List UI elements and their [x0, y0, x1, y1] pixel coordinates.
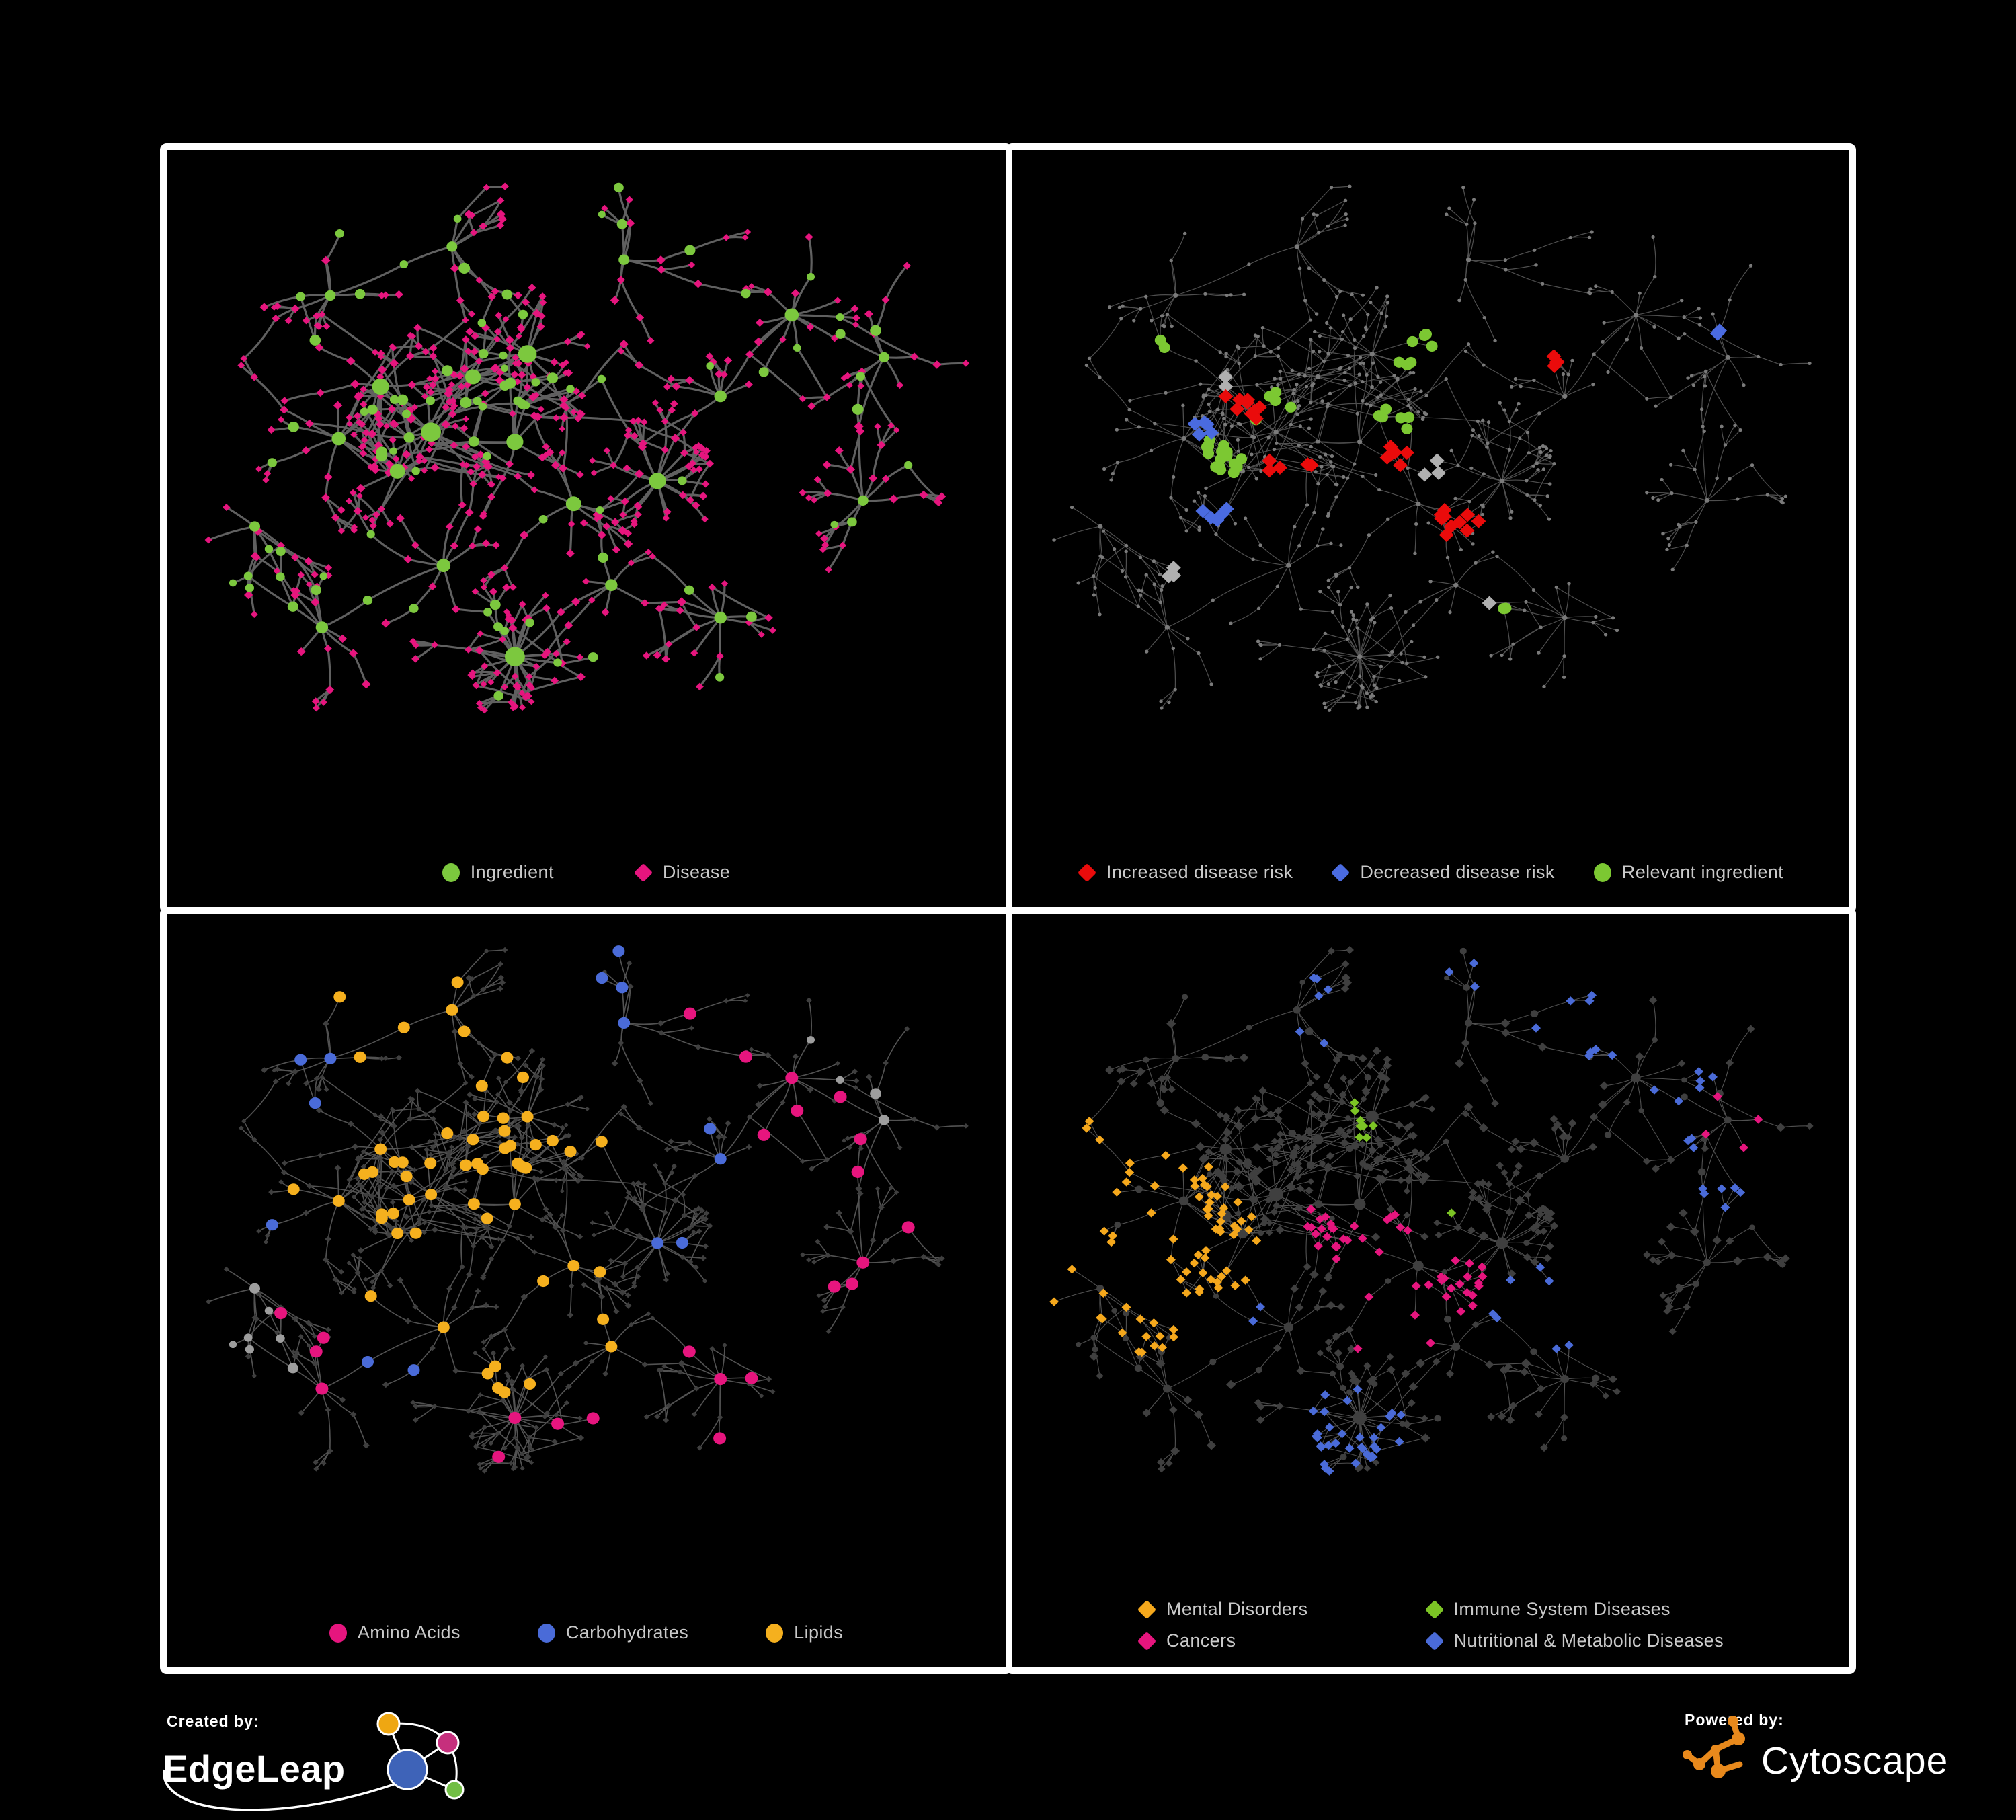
edges-layer	[1053, 186, 1810, 711]
cancers-diamond-marker-icon	[1137, 1631, 1157, 1651]
edgeleap-orange-node-icon	[376, 1712, 401, 1736]
legend-label-increased-risk: Increased disease risk	[1106, 862, 1293, 882]
disease-diamond-marker-icon	[633, 863, 653, 882]
legend-item-decreased-risk: Decreased disease risk	[1331, 862, 1555, 883]
panel-disease-risk: Increased disease risk Decreased disease …	[1006, 143, 1856, 914]
network-graph-ingredient-classes	[206, 945, 969, 1474]
highlight-nodes-layer	[266, 945, 915, 1463]
amino-acids-circle-marker-icon	[329, 1623, 347, 1643]
legend-item-increased-risk: Increased disease risk	[1077, 862, 1293, 883]
legend-label-lipids: Lipids	[794, 1622, 844, 1643]
relevant-ingredient-circle-marker-icon	[1593, 863, 1611, 882]
legend-label-carbohydrates: Carbohydrates	[565, 1622, 689, 1643]
legend-item-ingredient: Ingredient	[442, 862, 554, 883]
legend-item-mental-disorders: Mental Disorders	[1137, 1599, 1308, 1620]
legend-label-nutritional-metabolic-diseases: Nutritional & Metabolic Diseases	[1453, 1630, 1724, 1651]
legend-label-ingredient: Ingredient	[470, 862, 554, 882]
legend-label-cancers: Cancers	[1166, 1630, 1236, 1651]
legend-item-lipids: Lipids	[766, 1622, 843, 1643]
disease-nodes-layer	[204, 182, 970, 714]
legend-ingredient-classes: Amino Acids Carbohydrates Lipids	[167, 1622, 1006, 1643]
edges-layer	[1053, 949, 1810, 1472]
legend-item-relevant-ingredient: Relevant ingredient	[1593, 862, 1784, 883]
edgeleap-glyph-nodes	[376, 1712, 465, 1800]
legend-label-immune-system-diseases: Immune System Diseases	[1453, 1599, 1670, 1619]
legend-item-nutritional-metabolic-diseases: Nutritional & Metabolic Diseases	[1424, 1630, 1724, 1651]
ingredient-circle-marker-icon	[442, 863, 460, 882]
created-by-label: Created by:	[167, 1712, 259, 1730]
legend-label-mental-disorders: Mental Disorders	[1166, 1599, 1308, 1619]
immune-system-diseases-diamond-marker-icon	[1424, 1599, 1444, 1619]
cytoscape-icon	[1683, 1716, 1745, 1778]
panel-ingredient-disease: Ingredient Disease	[160, 143, 1012, 914]
decreased-risk-diamond-marker-icon	[1331, 863, 1350, 882]
lipids-circle-marker-icon	[766, 1623, 784, 1643]
legend-item-carbohydrates: Carbohydrates	[537, 1622, 689, 1643]
panel-ingredient-classes: Amino Acids Carbohydrates Lipids	[160, 907, 1012, 1674]
panel-disease-classes: Mental Disorders Immune System Diseases Ca…	[1006, 907, 1856, 1674]
increased-risk-diamond-marker-icon	[1077, 863, 1097, 882]
edgeleap-green-node-icon	[444, 1780, 465, 1800]
legend-label-decreased-risk: Decreased disease risk	[1360, 862, 1555, 882]
network-graph-disease-classes	[1049, 946, 1814, 1476]
highlight-nodes-layer	[1154, 323, 1728, 615]
legend-label-amino-acids: Amino Acids	[357, 1622, 460, 1643]
legend-item-disease: Disease	[633, 862, 731, 883]
edgeleap-magenta-node-icon	[436, 1731, 460, 1755]
ingredient-nodes-layer	[1052, 184, 1812, 712]
legend-disease-classes: Mental Disorders Immune System Diseases Ca…	[1012, 1599, 1849, 1651]
nutritional-metabolic-diseases-diamond-marker-icon	[1424, 1631, 1444, 1651]
legend-ingredient-disease: Ingredient Disease	[167, 862, 1006, 883]
legend-item-amino-acids: Amino Acids	[329, 1622, 460, 1643]
legend-label-disease: Disease	[662, 862, 731, 882]
edgeleap-swoosh	[163, 1769, 395, 1811]
cytoscape-logo: Powered by: Cytoscape	[1683, 1711, 1948, 1782]
legend-disease-risk: Increased disease risk Decreased disease …	[1012, 862, 1849, 883]
ingredient-nodes-layer	[229, 1036, 889, 1374]
cytoscape-brand-text: Cytoscape	[1761, 1739, 1948, 1782]
edgeleap-blue-node-icon	[387, 1749, 428, 1790]
edgeleap-logo: Created by: EdgeLeap	[163, 1712, 465, 1811]
legend-item-cancers: Cancers	[1137, 1630, 1307, 1651]
carbohydrates-circle-marker-icon	[537, 1623, 555, 1643]
legend-label-relevant-ingredient: Relevant ingredient	[1621, 862, 1784, 882]
ingredient-nodes-layer	[1076, 947, 1755, 1460]
legend-item-immune-system-diseases: Immune System Diseases	[1424, 1599, 1724, 1620]
mental-disorders-diamond-marker-icon	[1137, 1599, 1157, 1619]
highlight-nodes-layer	[1049, 959, 1763, 1476]
edgeleap-brand-text: EdgeLeap	[163, 1747, 346, 1790]
disease-nodes-layer	[206, 947, 969, 1474]
network-graph-ingredient-disease	[204, 182, 970, 714]
network-graph-disease-risk	[1052, 184, 1812, 712]
ingredient-nodes-layer	[229, 182, 913, 701]
